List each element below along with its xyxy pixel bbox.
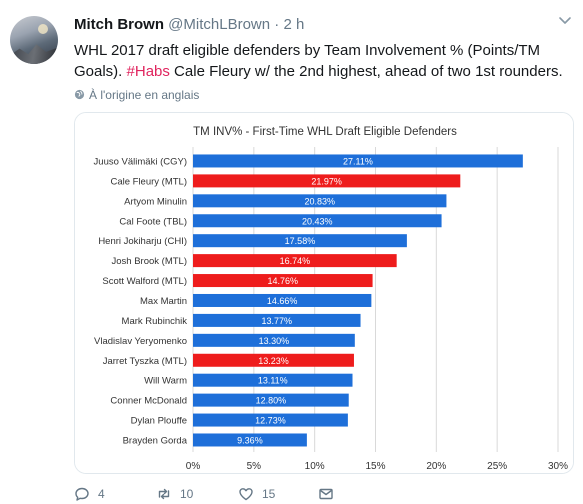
category-label: Cale Fleury (MTL) [110,176,187,187]
heart-icon [239,488,253,501]
bar-chart: TM INV% - First-Time WHL Draft Eligible … [75,113,573,473]
tweet-text: WHL 2017 draft eligible defenders by Tea… [74,40,574,82]
category-label: Will Warm [144,376,187,387]
bar [193,254,397,268]
data-label: 27.11% [343,156,373,166]
x-tick-label: 20% [426,461,446,472]
data-label: 14.76% [268,276,299,286]
data-label: 13.30% [259,336,290,346]
bar [193,214,442,228]
envelope-icon [319,488,333,500]
tweet-text-part2: Cale Fleury w/ the 2nd highest, ahead of… [169,63,563,80]
bar [193,333,355,347]
avatar-sun [38,24,48,34]
category-label: Juuso Välimäki (CGY) [94,156,187,167]
tweet-actions: 4 10 15 [74,484,494,504]
retweet-icon [158,488,170,500]
media-card[interactable]: TM INV% - First-Time WHL Draft Eligible … [74,112,574,474]
x-tick-label: 15% [365,461,385,472]
bar [193,174,461,188]
hashtag-link[interactable]: #Habs [126,63,170,80]
avatar[interactable] [10,16,58,64]
data-label: 21.97% [311,176,342,186]
bar [193,154,523,168]
retweet-count: 10 [180,487,194,501]
like-count: 15 [262,487,276,501]
direct-message-button[interactable] [318,484,334,504]
avatar-mountains [10,44,58,64]
bar [193,433,307,447]
reply-icon [75,487,89,501]
x-tick-label: 25% [487,461,507,472]
globe-icon [74,89,85,100]
data-label: 12.73% [255,416,286,426]
translate-label: À l'origine en anglais [89,88,200,102]
x-tick-label: 0% [186,461,201,472]
category-label: Henri Jokiharju (CHI) [98,236,187,247]
bar [193,373,353,387]
chart-title: TM INV% - First-Time WHL Draft Eligible … [193,126,457,138]
tweet-text-part1: WHL 2017 draft eligible defenders by Tea… [74,42,541,80]
reply-button[interactable]: 4 [74,484,105,504]
data-label: 13.11% [258,376,288,386]
data-label: 20.43% [302,216,333,226]
bar [193,274,373,288]
data-label: 14.66% [267,296,298,306]
x-tick-label: 30% [548,461,568,472]
category-label: Brayden Gorda [123,435,188,446]
data-label: 17.58% [285,236,316,246]
chevron-down-icon[interactable] [557,14,573,28]
category-label: Josh Brook (MTL) [112,256,188,267]
bar [193,194,447,208]
data-label: 13.23% [258,356,289,366]
tweet-header: Mitch Brown @MitchLBrown · 2 h [74,16,304,33]
category-label: Dylan Plouffe [131,416,187,427]
category-label: Cal Foote (TBL) [119,216,187,227]
category-label: Jarret Tyszka (MTL) [103,356,187,367]
data-label: 13.77% [262,316,293,326]
bar [193,413,348,427]
timestamp[interactable]: 2 h [283,16,305,33]
chart-background [75,113,573,473]
category-label: Mark Rubinchik [122,316,188,327]
category-label: Vladislav Yeryomenko [94,336,187,347]
x-tick-label: 10% [305,461,325,472]
category-label: Artyom Minulin [124,196,187,207]
display-name[interactable]: Mitch Brown [74,16,164,33]
data-label: 20.83% [304,196,335,206]
category-label: Max Martin [140,296,187,307]
separator: · [274,16,280,33]
category-label: Scott Walford (MTL) [102,276,187,287]
user-handle[interactable]: @MitchLBrown [168,16,271,33]
bar [193,313,361,327]
retweet-button[interactable]: 10 [156,484,193,504]
category-label: Conner McDonald [110,396,187,407]
reply-count: 4 [98,487,105,501]
data-label: 9.36% [237,435,263,445]
data-label: 16.74% [280,256,311,266]
data-label: 12.80% [256,396,287,406]
like-button[interactable]: 15 [238,484,275,504]
bar [193,353,354,367]
translate-link[interactable]: À l'origine en anglais [74,88,199,102]
bar [193,234,407,248]
bar [193,293,372,307]
bar [193,393,349,407]
x-tick-label: 5% [247,461,262,472]
